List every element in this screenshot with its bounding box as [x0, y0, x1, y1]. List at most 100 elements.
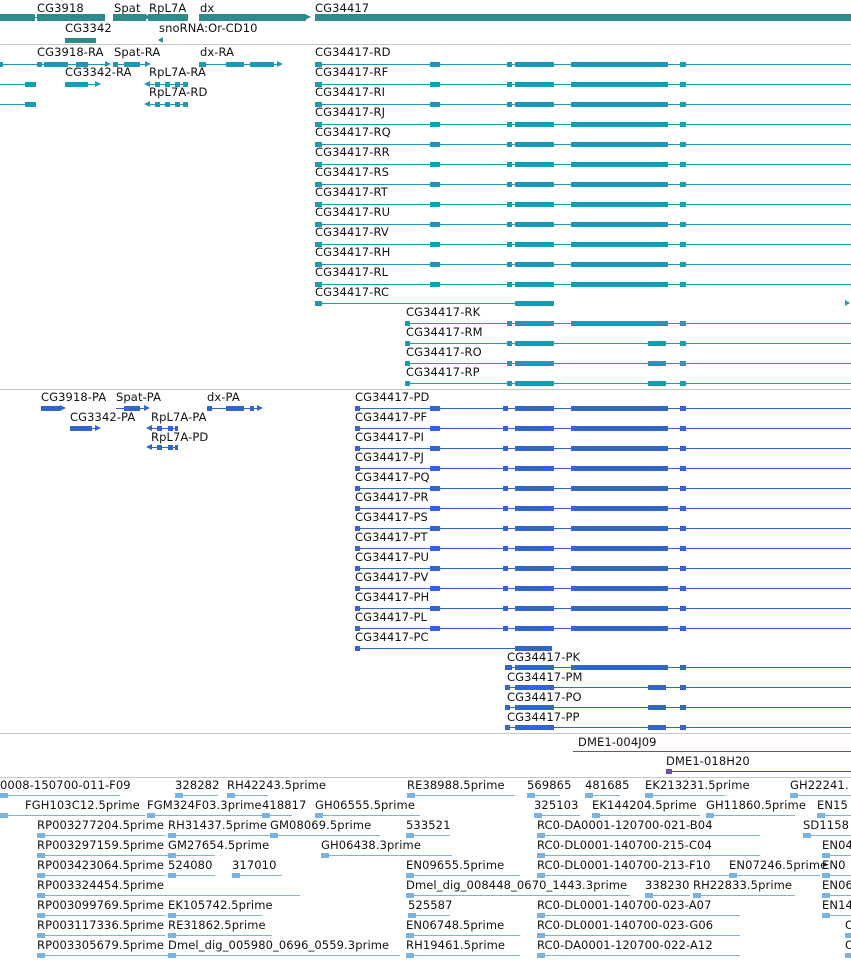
feature-label: C — [845, 918, 851, 932]
feature-label: RC0-DL0001-140700-023-G06 — [537, 918, 714, 932]
exon-block — [37, 62, 42, 67]
exon-block — [680, 321, 686, 326]
exon-block — [168, 426, 173, 431]
track-separator — [0, 733, 851, 734]
arrow-left-icon — [144, 101, 150, 107]
intron-line — [262, 815, 292, 816]
exon-block — [355, 406, 360, 411]
arrow-left-icon — [158, 37, 163, 43]
feature-label: RP003297159.5prime — [37, 838, 165, 852]
intron-line — [822, 895, 851, 896]
exon-block — [430, 606, 440, 611]
exon-block — [680, 202, 686, 207]
exon-block — [680, 142, 686, 147]
intron-line — [645, 795, 725, 796]
feature-label: RH19461.5prime — [406, 938, 506, 952]
track-separator — [0, 389, 851, 390]
exon-block — [515, 82, 554, 87]
exon-block — [355, 646, 360, 651]
feature-label: 418817 — [262, 798, 307, 812]
exon-block — [571, 566, 668, 571]
intron-line — [537, 935, 740, 936]
feature-label: CG34417-RL — [315, 265, 389, 279]
feature-label: CG34417-PH — [355, 590, 430, 604]
exon-block — [430, 182, 440, 187]
exon-block — [680, 426, 686, 431]
exon-block — [355, 566, 360, 571]
intron-line — [168, 935, 272, 936]
exon-block — [408, 913, 416, 918]
exon-block — [571, 242, 668, 247]
exon-block — [124, 62, 140, 67]
feature-label: 525587 — [408, 898, 453, 912]
exon-block — [527, 793, 535, 798]
exon-block — [315, 301, 322, 306]
exon-block — [507, 262, 512, 267]
feature-label: RpL7A-PD — [151, 430, 209, 444]
feature-label: Spat-PA — [116, 390, 162, 404]
exon-block — [503, 546, 508, 551]
exon-block — [571, 626, 668, 631]
intron-line — [175, 795, 218, 796]
intron-line — [408, 915, 450, 916]
exon-block — [537, 953, 545, 958]
exon-block — [430, 282, 440, 287]
exon-block — [571, 665, 668, 670]
exon-block — [168, 853, 176, 858]
exon-block — [207, 406, 212, 411]
exon-block — [355, 486, 360, 491]
exon-block — [168, 445, 173, 450]
exon-block — [515, 142, 554, 147]
exon-block — [430, 62, 440, 67]
exon-block — [430, 426, 440, 431]
track-separator — [0, 777, 851, 778]
feature-label: CG3918-PA — [41, 390, 107, 404]
feature-label: CG34417-RT — [315, 185, 388, 199]
exon-block — [515, 381, 554, 386]
feature-label: CG34417-RR — [315, 145, 390, 159]
feature-label: EN09655.5prime — [406, 858, 505, 872]
exon-block — [571, 222, 668, 227]
exon-block — [693, 893, 701, 898]
feature-label: CG34417-PC — [355, 630, 429, 644]
exon-block — [430, 526, 440, 531]
exon-block — [680, 526, 686, 531]
intron-line — [537, 955, 740, 956]
exon-block — [515, 466, 554, 471]
intron-line — [0, 104, 36, 105]
exon-block — [537, 933, 545, 938]
feature-label: CG34417-PM — [507, 670, 583, 684]
feature-label: RE31862.5prime — [168, 918, 266, 932]
exon-block — [503, 426, 508, 431]
exon-block — [680, 406, 686, 411]
exon-block — [507, 361, 512, 366]
exon-block — [405, 381, 410, 386]
feature-label: Spat-RA — [114, 45, 161, 59]
exon-block — [505, 725, 510, 730]
exon-block — [680, 566, 686, 571]
exon-block — [515, 526, 554, 531]
exon-block — [315, 202, 322, 207]
exon-block — [430, 486, 440, 491]
exon-block — [648, 725, 666, 730]
exon-block — [430, 546, 440, 551]
exon-block — [680, 262, 686, 267]
exon-block — [315, 82, 322, 87]
intron-line — [505, 707, 851, 708]
arrow-right-icon — [305, 14, 311, 20]
feature-label: RC0-DL0001-140700-023-A07 — [537, 898, 712, 912]
intron-line — [270, 835, 380, 836]
feature-label: EN14 — [822, 898, 851, 912]
exon-block — [315, 162, 322, 167]
intron-line — [645, 895, 690, 896]
exon-block — [175, 102, 180, 107]
feature-label: EN07246.5prime — [729, 858, 828, 872]
exon-block — [65, 38, 96, 43]
intron-line — [790, 795, 851, 796]
exon-block — [507, 142, 512, 147]
exon-block — [571, 546, 668, 551]
feature-label: 338230 — [645, 878, 690, 892]
exon-block — [503, 466, 508, 471]
exon-block — [680, 122, 686, 127]
exon-block — [515, 102, 554, 107]
